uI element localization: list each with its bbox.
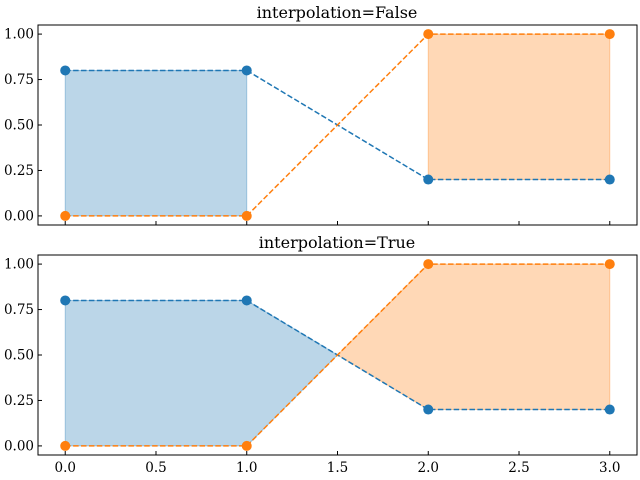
y-tick-label: 1.00: [4, 257, 34, 273]
series-2-point: [60, 440, 71, 451]
y-tick-label: 1.00: [4, 27, 34, 43]
y-tick-label: 0.75: [4, 302, 34, 318]
y-tick-label: 0.50: [4, 118, 34, 134]
series-1-point: [241, 65, 252, 76]
subplot-interpolation-false: interpolation=False 0.00 0.25 0.50 0.75 1.00: [4, 3, 638, 226]
x-tick-label: 3.0: [599, 460, 620, 476]
y-tick-label: 0.25: [4, 393, 34, 409]
fill-region-blue: [64, 69, 248, 217]
series-2-point: [604, 259, 615, 270]
y-tick-label: 0.00: [4, 208, 34, 224]
series-2-point: [423, 259, 434, 270]
y-tick-label: 0.00: [4, 438, 34, 454]
subplot-title: interpolation=False: [257, 3, 418, 22]
x-tick-label: 0.5: [145, 460, 166, 476]
y-tick-label: 0.50: [4, 348, 34, 364]
x-tick-label: 2.0: [418, 460, 439, 476]
subplot-title: interpolation=True: [259, 233, 415, 252]
series-1-point: [241, 295, 252, 306]
series-1-point: [423, 404, 434, 415]
fill-region-blue: [64, 299, 339, 447]
fill-region-orange: [427, 33, 611, 181]
series-1-point: [604, 174, 615, 185]
x-tick-label: 1.5: [327, 460, 348, 476]
y-tick-label: 0.25: [4, 163, 34, 179]
series-1-point: [604, 404, 615, 415]
series-1-point: [423, 174, 434, 185]
x-tick-label: 0.0: [54, 460, 75, 476]
series-2-point: [241, 440, 252, 451]
y-tick-label: 0.75: [4, 72, 34, 88]
plot-area: [60, 259, 615, 451]
series-2-point: [60, 210, 71, 221]
series-line-2: [65, 263, 610, 447]
plot-area: [60, 29, 615, 221]
x-tick-label: 1.0: [236, 460, 257, 476]
series-1-point: [60, 65, 71, 76]
series-1-point: [60, 295, 71, 306]
series-2-point: [423, 29, 434, 40]
series-2-point: [604, 29, 615, 40]
fill-region-orange: [336, 263, 611, 411]
subplot-interpolation-true: interpolation=True 0.0 0.5 1.0 1.5 2.0 2.5 3.0…: [4, 233, 638, 476]
series-2-point: [241, 210, 252, 221]
x-tick-label: 2.5: [508, 460, 529, 476]
series-line-2: [65, 33, 610, 217]
